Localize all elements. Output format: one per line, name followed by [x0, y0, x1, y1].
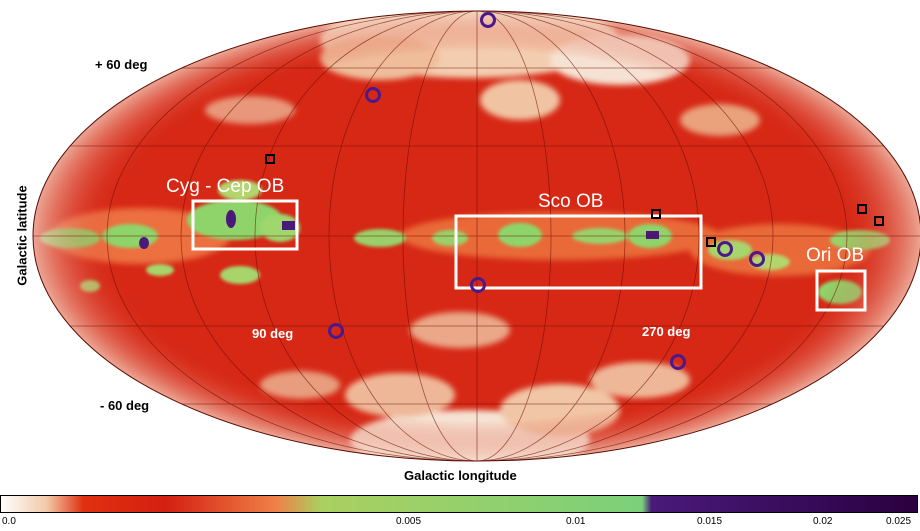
circle-marker	[670, 354, 686, 370]
map-content	[33, 11, 920, 461]
longitude-label-270: 270 deg	[642, 324, 691, 339]
x-axis-label: Galactic longitude	[404, 468, 517, 483]
colorbar-tick: 0.0	[2, 516, 16, 527]
latitude-label-minus-60: - 60 deg	[100, 398, 150, 413]
colorbar-tick: 0.015	[697, 516, 723, 527]
circle-markers	[328, 12, 765, 370]
region-label-ori: Ori OB	[806, 245, 865, 266]
square-marker	[651, 209, 661, 219]
circle-marker	[328, 323, 344, 339]
colorbar-tick: 0.025	[886, 516, 912, 527]
circle-marker	[717, 241, 733, 257]
square-marker	[874, 216, 884, 226]
graticule	[33, 11, 920, 461]
colorbar-tick: 0.01	[566, 516, 586, 527]
circle-marker	[470, 277, 486, 293]
colorbar-tick: 0.02	[813, 516, 833, 527]
colorbar-tick: 0.005	[396, 516, 422, 527]
cyg-cep-box	[191, 199, 299, 251]
region-label-cyg-cep: Cyg - Cep OB	[166, 176, 285, 197]
sco-box	[454, 214, 703, 290]
square-markers	[265, 154, 884, 247]
ori-box	[815, 269, 867, 312]
square-marker	[857, 204, 867, 214]
latitude-label-plus-60: + 60 deg	[95, 57, 148, 72]
longitude-label-90: 90 deg	[252, 326, 294, 341]
circle-marker	[365, 87, 381, 103]
region-label-sco: Sco OB	[538, 191, 604, 212]
circle-marker	[749, 251, 765, 267]
map-border	[32, 10, 920, 462]
colorbar	[0, 495, 918, 513]
all-sky-map	[32, 10, 920, 462]
square-marker	[265, 154, 275, 164]
circle-marker	[480, 12, 496, 28]
y-axis-label: Galactic latitude	[14, 185, 30, 286]
square-marker	[706, 237, 716, 247]
